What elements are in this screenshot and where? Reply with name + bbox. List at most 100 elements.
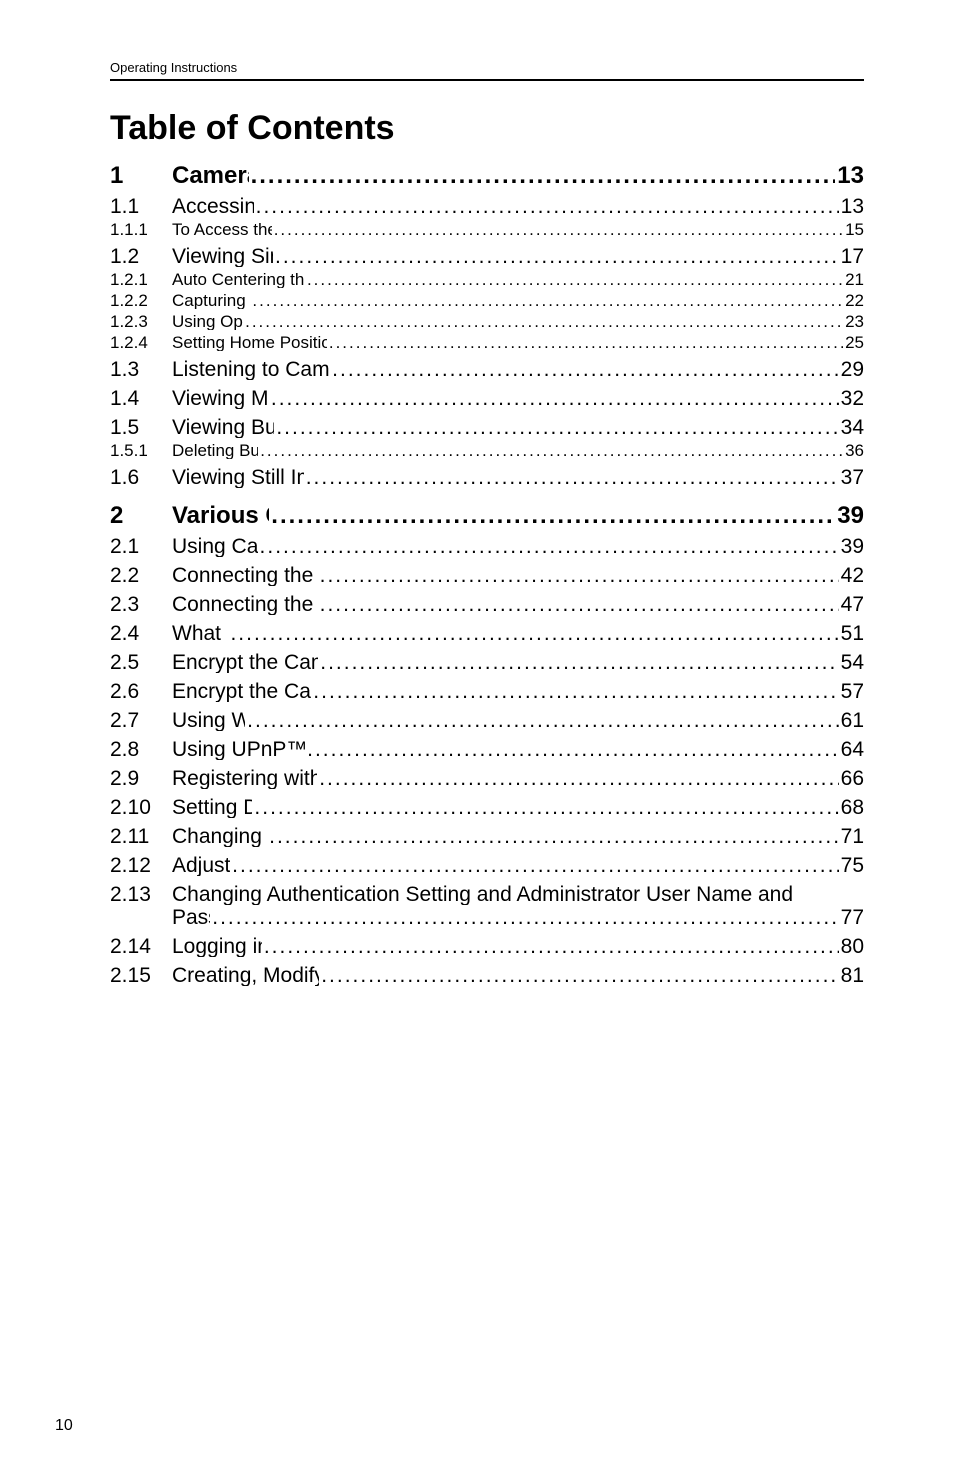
toc-entry-label: Listening to Camera Audio—Talking to the…	[172, 359, 330, 380]
toc-entry-page: 77	[839, 907, 864, 928]
toc-entry-label: Using Camera Features	[172, 536, 258, 557]
toc-entry-number: 2.15	[110, 965, 172, 986]
toc-entry-label: Various Camera Features	[172, 504, 269, 528]
page-title: Table of Contents	[110, 109, 864, 148]
toc-entry: 1.2.4Setting Home Position/Alarm Positio…	[110, 334, 864, 351]
toc-entry-number: 1.2	[110, 246, 172, 267]
toc-entry-number: 1.2.4	[110, 334, 172, 351]
toc-entry-page: 39	[835, 504, 864, 528]
toc-entry: 2.9Registering with the Viewnetcam.com s…	[110, 768, 864, 789]
toc-entry-label: To Access the Camera in IPv6	[172, 221, 272, 238]
toc-leader	[252, 797, 838, 818]
toc-entry: 1.5Viewing Buffered Image page 34	[110, 417, 864, 438]
toc-entry: 2.4What is IPsec? 51	[110, 623, 864, 644]
toc-leader	[304, 467, 839, 488]
toc-entry-label: Auto Centering the Image (Click to Cente…	[172, 271, 305, 288]
toc-entry-label: Capturing a Still Image	[172, 292, 250, 309]
toc-entry-label: Connecting the Camera to Your IPv4 Netwo…	[172, 565, 318, 586]
toc-leader	[249, 164, 836, 188]
toc-entry: 1.2.3Using Operation Bar 23	[110, 313, 864, 330]
toc-leader	[318, 652, 838, 673]
toc-entry-label: Encrypt the Camera Image in Transport Mo…	[172, 652, 318, 673]
toc-entry-page: 51	[839, 623, 864, 644]
toc-leader	[330, 359, 838, 380]
toc-entry-page: 15	[843, 221, 864, 238]
toc-entry-label: Changing Camera Settings	[172, 826, 267, 847]
toc-entry: 2.6Encrypt the Camera Image in Tunnel Mo…	[110, 681, 864, 702]
toc-leader	[272, 221, 843, 238]
toc-entry-number: 2.5	[110, 652, 172, 673]
toc-entry-number: 2.12	[110, 855, 172, 876]
toc-leader	[245, 710, 838, 731]
toc-entry: 1.5.1Deleting Buffered Images 36	[110, 442, 864, 459]
toc-entry: 1.1Accessing the Camera 13	[110, 196, 864, 217]
toc-entry: 1.6Viewing Still Images on Your Cell Pho…	[110, 467, 864, 488]
toc-entry-page: 54	[839, 652, 864, 673]
toc-entry: 1.4Viewing Multi-Camera page 32	[110, 388, 864, 409]
page-number: 10	[55, 1417, 73, 1435]
toc-entry-number: 1.5.1	[110, 442, 172, 459]
toc-entry-page: 71	[839, 826, 864, 847]
toc-entry-label: Connecting the Camera to Your IPv6 Netwo…	[172, 594, 318, 615]
toc-entry-page: 29	[839, 359, 864, 380]
toc-entry-number: 1.2.2	[110, 292, 172, 309]
toc-entry-number: 1.2.1	[110, 271, 172, 288]
toc-entry: 2.3Connecting the Camera to Your IPv6 Ne…	[110, 594, 864, 615]
toc-entry: 2.5Encrypt the Camera Image in Transport…	[110, 652, 864, 673]
table-of-contents: 1Camera Monitoring 131.1Accessing the Ca…	[110, 164, 864, 986]
toc-entry-number: 2.13	[110, 884, 172, 905]
toc-entry-page: 66	[839, 768, 864, 789]
toc-leader	[327, 334, 843, 351]
toc-entry-number: 2.9	[110, 768, 172, 789]
toc-entry: 2.12Adjusting Audio 75	[110, 855, 864, 876]
toc-entry: 2.2Connecting the Camera to Your IPv4 Ne…	[110, 565, 864, 586]
toc-entry-page: 21	[843, 271, 864, 288]
toc-leader	[250, 292, 843, 309]
toc-entry-label: Using Wireless LAN	[172, 710, 245, 731]
toc-entry-page: 32	[839, 388, 864, 409]
toc-entry-number: 1	[110, 164, 172, 188]
toc-entry-page: 17	[839, 246, 864, 267]
toc-entry: 1.2.2Capturing a Still Image 22	[110, 292, 864, 309]
toc-entry-label: Viewing Single Camera page	[172, 246, 273, 267]
toc-entry-number: 2.8	[110, 739, 172, 760]
toc-entry-number: 1.1	[110, 196, 172, 217]
toc-entry-page: 13	[835, 164, 864, 188]
toc-entry: 1.3Listening to Camera Audio—Talking to …	[110, 359, 864, 380]
toc-entry-label: Viewing Still Images on Your Cell Phone	[172, 467, 304, 488]
toc-entry-page: 81	[839, 965, 864, 986]
toc-entry: 1.1.1To Access the Camera in IPv6 15	[110, 221, 864, 238]
toc-entry-page: 42	[839, 565, 864, 586]
toc-entry-number: 2	[110, 504, 172, 528]
toc-entry-page: 34	[839, 417, 864, 438]
toc-entry-label: Adjusting Audio	[172, 855, 230, 876]
toc-entry-page: 37	[839, 467, 864, 488]
toc-entry-label: Setting Date and Time	[172, 797, 252, 818]
toc-entry-number: 1.5	[110, 417, 172, 438]
toc-leader	[210, 907, 838, 928]
toc-leader	[258, 536, 839, 557]
toc-entry: 2.13Changing Authentication Setting and …	[110, 884, 864, 905]
toc-leader	[273, 246, 839, 267]
toc-leader	[254, 196, 839, 217]
toc-entry-label: Viewing Multi-Camera page	[172, 388, 269, 409]
toc-entry: 1Camera Monitoring 13	[110, 164, 864, 188]
toc-entry-page: 68	[839, 797, 864, 818]
toc-leader	[305, 739, 839, 760]
toc-entry: 2Various Camera Features 39	[110, 504, 864, 528]
toc-entry-number: 2.4	[110, 623, 172, 644]
toc-entry-number: 2.14	[110, 936, 172, 957]
toc-leader	[258, 442, 843, 459]
toc-entry-page: 13	[839, 196, 864, 217]
toc-entry-label: Camera Monitoring	[172, 164, 249, 188]
toc-entry: 2.1Using Camera Features 39	[110, 536, 864, 557]
toc-entry: 1.2.1Auto Centering the Image (Click to …	[110, 271, 864, 288]
toc-entry: 1.2Viewing Single Camera page 17	[110, 246, 864, 267]
toc-entry: 2.14Logging in to the Camera 80	[110, 936, 864, 957]
toc-entry-number: 1.2.3	[110, 313, 172, 330]
toc-entry-page: 80	[839, 936, 864, 957]
toc-entry-number: 2.1	[110, 536, 172, 557]
toc-entry-label: Password	[172, 907, 210, 928]
toc-entry: 2.10Setting Date and Time 68	[110, 797, 864, 818]
toc-entry-label: Accessing the Camera	[172, 196, 254, 217]
